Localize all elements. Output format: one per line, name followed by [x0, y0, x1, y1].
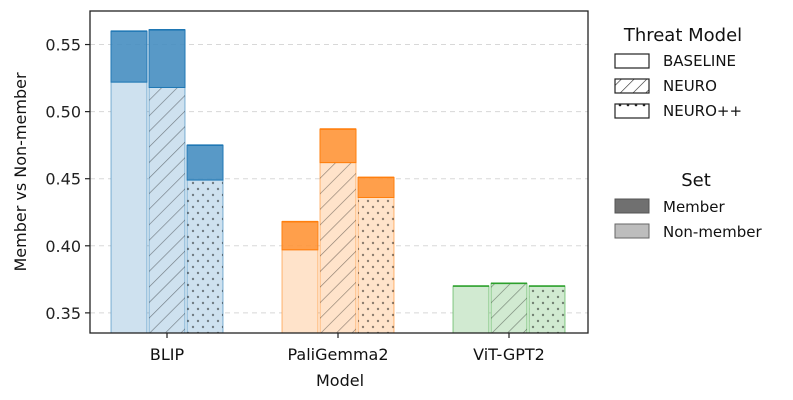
- y-axis-label: Member vs Non-member: [11, 72, 30, 271]
- legend-swatch-non-member: [614, 223, 650, 239]
- bar-pattern-paligemma2-neuro: [358, 197, 394, 333]
- y-tick-label: 0.40: [45, 237, 81, 256]
- legend-swatch-neuro: [614, 78, 650, 94]
- legend-set-title: Set: [681, 170, 711, 191]
- legend-swatch-member: [614, 198, 650, 214]
- legend-label-neuro: NEURO: [663, 77, 717, 95]
- y-tick-label: 0.45: [45, 170, 81, 189]
- bar-non-member-paligemma2-baseline: [281, 249, 319, 334]
- y-tick-label: 0.35: [45, 304, 81, 323]
- y-tick-label: 0.50: [45, 103, 81, 122]
- bars: [110, 28, 566, 334]
- legend-label-neuro-plus: NEURO++: [663, 102, 742, 120]
- legend-set: Set Member Non-member: [614, 170, 763, 241]
- plot-frame: [89, 10, 589, 334]
- legend-label-member: Member: [663, 198, 726, 216]
- legend-swatch-baseline: [614, 53, 650, 69]
- x-axis: BLIP PaliGemma2 ViT-GPT2: [150, 333, 545, 364]
- bar-non-member-blip-baseline: [110, 81, 148, 334]
- x-axis-label: Model: [316, 371, 364, 390]
- x-tick-label-blip: BLIP: [150, 345, 185, 364]
- legend-label-non-member: Non-member: [663, 223, 763, 241]
- bar-pattern-vit-gpt2-neuro: [529, 286, 565, 333]
- legend-label-baseline: BASELINE: [663, 52, 736, 70]
- bar-member-paligemma2-baseline: [281, 221, 319, 251]
- bar-member-blip-neuro: [148, 29, 186, 88]
- bar-member-blip-neuro: [186, 144, 224, 181]
- bar-member-paligemma2-neuro: [319, 128, 357, 164]
- x-tick-label-paligemma2: PaliGemma2: [287, 345, 388, 364]
- y-tick-label: 0.55: [45, 36, 81, 55]
- x-tick-label-vit-gpt2: ViT-GPT2: [473, 345, 545, 364]
- bar-member-blip-baseline: [110, 30, 148, 83]
- legend-threat-title: Threat Model: [623, 25, 742, 46]
- bar-member-paligemma2-neuro: [357, 176, 395, 198]
- bar-pattern-blip-neuro: [149, 87, 185, 333]
- bar-pattern-vit-gpt2-neuro: [491, 283, 527, 333]
- bar-pattern-paligemma2-neuro: [320, 162, 356, 333]
- legend-swatch-neuro-plus: [614, 103, 650, 119]
- bar-non-member-vit-gpt2-baseline: [452, 285, 490, 334]
- legend-threat-model: Threat Model BASELINE NEURO NEURO++: [614, 25, 742, 120]
- y-axis: 0.35 0.40 0.45 0.50 0.55: [45, 36, 90, 323]
- bar-pattern-blip-neuro: [187, 180, 223, 333]
